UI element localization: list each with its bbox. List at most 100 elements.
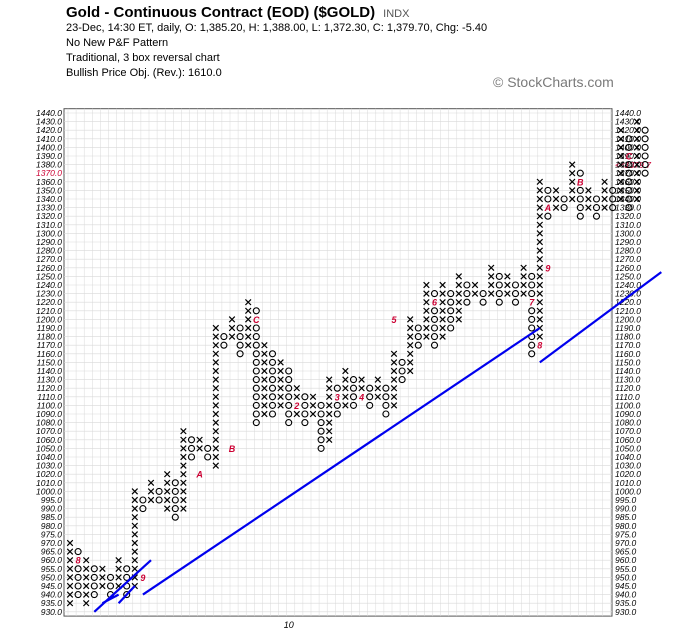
x-box <box>325 436 333 444</box>
o-box <box>625 161 633 169</box>
x-box <box>277 367 284 375</box>
o-box <box>74 591 82 599</box>
o-box <box>609 195 617 203</box>
x-box <box>455 298 463 306</box>
x-box <box>439 333 446 340</box>
x-box <box>82 574 90 581</box>
x-box <box>439 281 446 289</box>
o-box <box>447 324 455 332</box>
y-tick-label-right: 1440.0 <box>615 108 641 118</box>
y-tick-label-right: 1170.0 <box>615 340 641 350</box>
o-box <box>74 582 82 590</box>
x-box <box>406 359 414 366</box>
x-box <box>633 169 641 177</box>
x-box <box>212 393 220 401</box>
x-box <box>66 565 74 573</box>
y-tick-label-right: 1310.0 <box>615 220 641 230</box>
x-box <box>342 376 349 383</box>
x-box <box>504 290 511 297</box>
x-box <box>633 135 641 143</box>
o-box <box>398 376 406 384</box>
o-box <box>592 212 601 220</box>
y-tick-label-left: 1290.0 <box>36 237 62 247</box>
x-box <box>212 359 220 366</box>
x-box <box>212 333 220 340</box>
y-tick-label-left: 930.0 <box>41 607 63 617</box>
o-box <box>220 333 228 341</box>
o-box <box>430 324 439 332</box>
o-box <box>236 350 244 358</box>
x-box <box>617 126 625 134</box>
x-box <box>390 350 398 358</box>
y-tick-label-left: 1180.0 <box>37 332 63 342</box>
y-tick-label-left: 1210.0 <box>36 306 62 316</box>
y-tick-label-right: 1370.0 <box>615 168 641 178</box>
o-box <box>528 290 536 298</box>
y-tick-label-right: 965.0 <box>615 547 637 557</box>
o-box <box>171 479 179 487</box>
y-tick-label-left: 1050.0 <box>36 443 62 453</box>
x-box <box>455 316 463 323</box>
x-box <box>66 539 74 547</box>
o-box <box>625 135 633 143</box>
x-box <box>212 427 220 435</box>
o-box <box>301 393 309 401</box>
y-tick-label-right: 1250.0 <box>615 271 641 281</box>
o-box <box>317 427 325 435</box>
month-marker: A <box>544 203 552 213</box>
o-box <box>560 204 568 212</box>
y-tick-label-left: 960.0 <box>41 555 63 565</box>
x-box <box>536 281 544 289</box>
x-box <box>163 479 171 487</box>
o-box <box>301 419 309 427</box>
x-box <box>601 178 608 186</box>
y-tick-label-left: 1310.0 <box>36 220 62 230</box>
o-box <box>576 204 584 212</box>
x-box <box>568 161 576 168</box>
x-box <box>293 410 301 418</box>
y-tick-label-left: 1020.0 <box>36 469 62 479</box>
o-box <box>317 401 325 409</box>
o-box <box>268 367 277 375</box>
o-box <box>447 290 455 298</box>
x-box <box>439 324 446 332</box>
y-tick-label-right: 970.0 <box>615 538 637 548</box>
o-box <box>447 298 455 306</box>
x-box <box>568 187 576 194</box>
y-tick-label-left: 1400.0 <box>36 142 62 152</box>
o-box <box>317 444 325 452</box>
o-box <box>317 410 325 418</box>
x-box <box>455 307 463 315</box>
x-box <box>358 384 365 392</box>
x-box <box>261 384 268 392</box>
x-box <box>325 427 333 435</box>
o-box <box>268 384 277 392</box>
o-box <box>528 315 536 323</box>
x-box <box>617 152 625 160</box>
y-tick-label-left: 995.0 <box>41 495 63 505</box>
o-box <box>187 444 196 452</box>
o-box <box>123 591 131 599</box>
o-box <box>382 401 390 409</box>
x-box <box>309 410 317 418</box>
month-marker: 4 <box>358 392 364 402</box>
o-box <box>252 358 260 366</box>
y-tick-label-left: 1060.0 <box>36 435 62 445</box>
y-tick-label-left: 1420.0 <box>36 125 62 135</box>
o-box <box>123 565 131 573</box>
x-box <box>180 505 187 512</box>
o-box <box>528 350 536 358</box>
y-tick-label-right: 1360.0 <box>615 177 641 187</box>
x-axis-label: 10 <box>284 620 294 630</box>
o-box <box>106 573 115 581</box>
o-box <box>187 436 196 444</box>
o-box <box>252 367 260 375</box>
o-box <box>495 290 503 298</box>
o-box <box>641 126 649 134</box>
x-box <box>163 496 171 504</box>
x-box <box>325 410 333 418</box>
x-box <box>212 410 220 418</box>
trend-line <box>117 585 136 604</box>
y-tick-label-right: 1080.0 <box>615 418 641 428</box>
o-box <box>609 186 617 194</box>
